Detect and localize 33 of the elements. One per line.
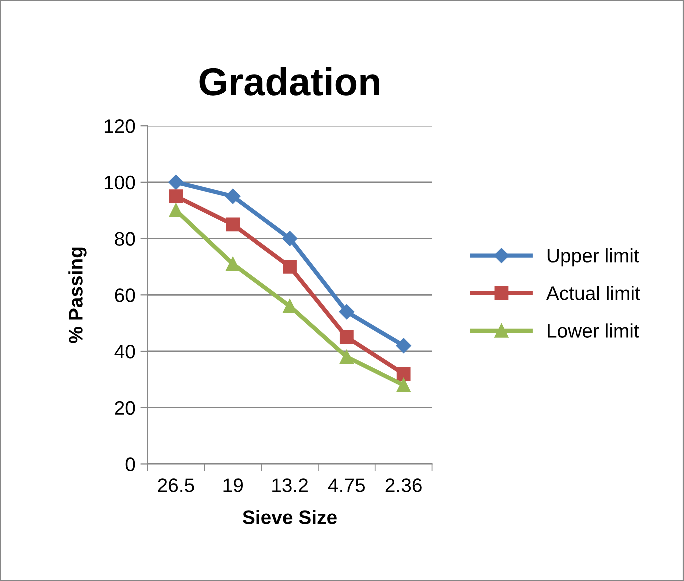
y-tick-label: 120 — [104, 120, 136, 134]
point — [283, 299, 297, 314]
point — [226, 257, 240, 272]
chart-title: Gradation — [200, 67, 380, 96]
y-tick-label: 40 — [114, 344, 136, 359]
point — [168, 174, 184, 190]
x-tick-label: 13.2 — [272, 478, 308, 492]
point — [339, 304, 354, 320]
point — [169, 204, 184, 218]
point — [340, 330, 354, 344]
y-tick-label: 80 — [115, 232, 136, 246]
y-tick-label: 100 — [104, 176, 136, 190]
point — [340, 350, 354, 364]
point — [282, 231, 298, 246]
point — [169, 190, 184, 204]
point — [396, 338, 412, 354]
point — [283, 260, 297, 274]
legend-label: Actual limit — [546, 286, 640, 300]
y-tick-label: 20 — [115, 401, 136, 416]
legend-label: Lower limit — [548, 324, 640, 338]
legend-label: Upper limit — [548, 248, 640, 267]
x-tick-label: 2.36 — [386, 478, 422, 492]
point — [226, 188, 241, 204]
y-tick-label: 60 — [115, 288, 136, 302]
x-tick-label: 4.75 — [328, 478, 366, 492]
x-tick-label: 26.5 — [158, 478, 194, 492]
y-axis-title: % Passing — [68, 248, 87, 344]
point — [396, 378, 411, 392]
x-axis-title: Sieve Size — [243, 510, 337, 524]
point — [396, 367, 411, 381]
y-tick-label: 0 — [126, 458, 136, 472]
x-tick-label: 19 — [224, 478, 243, 492]
point — [226, 218, 240, 232]
